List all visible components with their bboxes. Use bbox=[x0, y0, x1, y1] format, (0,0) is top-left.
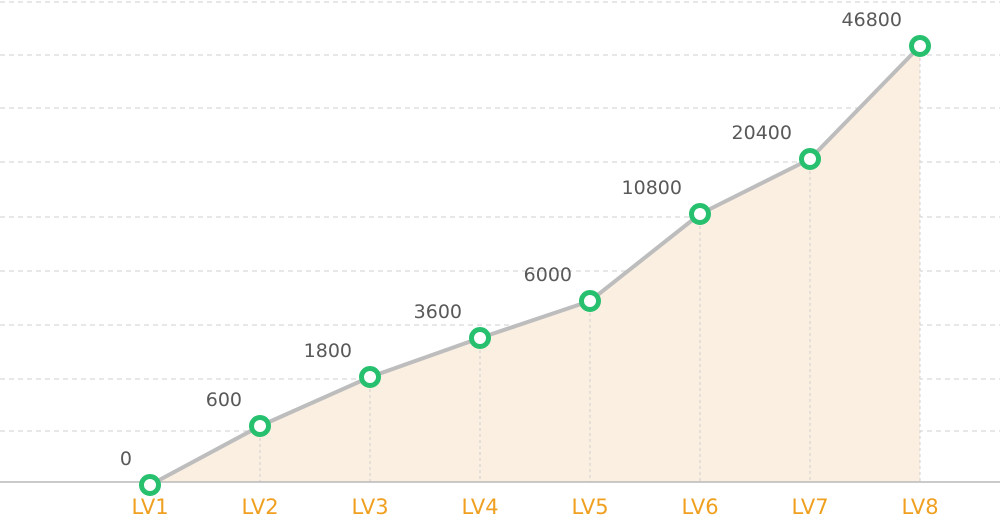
data-label-layer: 0 600 1800 3600 6000 10800 20400 46800 bbox=[120, 9, 902, 470]
x-tick-lv7: LV7 bbox=[791, 495, 828, 519]
point-lv2 bbox=[249, 415, 271, 437]
x-tick-lv8: LV8 bbox=[901, 495, 938, 519]
series-line bbox=[148, 44, 922, 487]
x-tick-lv6: LV6 bbox=[681, 495, 718, 519]
area-layer bbox=[150, 46, 920, 485]
point-lv5 bbox=[579, 290, 601, 312]
data-label-lv4: 3600 bbox=[414, 301, 462, 323]
point-lv6 bbox=[689, 203, 711, 225]
data-label-lv6: 10800 bbox=[622, 177, 682, 199]
point-lv7 bbox=[799, 148, 821, 170]
line-layer bbox=[148, 44, 922, 487]
data-label-lv3: 1800 bbox=[304, 340, 352, 362]
point-lv3 bbox=[359, 366, 381, 388]
x-tick-lv2: LV2 bbox=[241, 495, 278, 519]
data-label-lv2: 600 bbox=[206, 389, 242, 411]
x-tick-layer: LV1 LV2 LV3 LV4 LV5 LV6 LV7 LV8 bbox=[131, 495, 938, 519]
data-label-lv5: 6000 bbox=[524, 264, 572, 286]
x-tick-lv3: LV3 bbox=[351, 495, 388, 519]
x-tick-lv1: LV1 bbox=[131, 495, 168, 519]
x-tick-lv5: LV5 bbox=[571, 495, 608, 519]
point-lv4 bbox=[469, 327, 491, 349]
area-fill bbox=[150, 46, 920, 485]
data-label-lv1: 0 bbox=[120, 448, 132, 470]
point-lv8 bbox=[909, 35, 931, 57]
data-label-lv8: 46800 bbox=[842, 9, 902, 31]
drop-line-layer bbox=[259, 46, 921, 482]
data-label-lv7: 20400 bbox=[732, 122, 792, 144]
point-layer bbox=[139, 35, 931, 496]
point-lv1 bbox=[139, 474, 161, 496]
x-tick-lv4: LV4 bbox=[461, 495, 498, 519]
